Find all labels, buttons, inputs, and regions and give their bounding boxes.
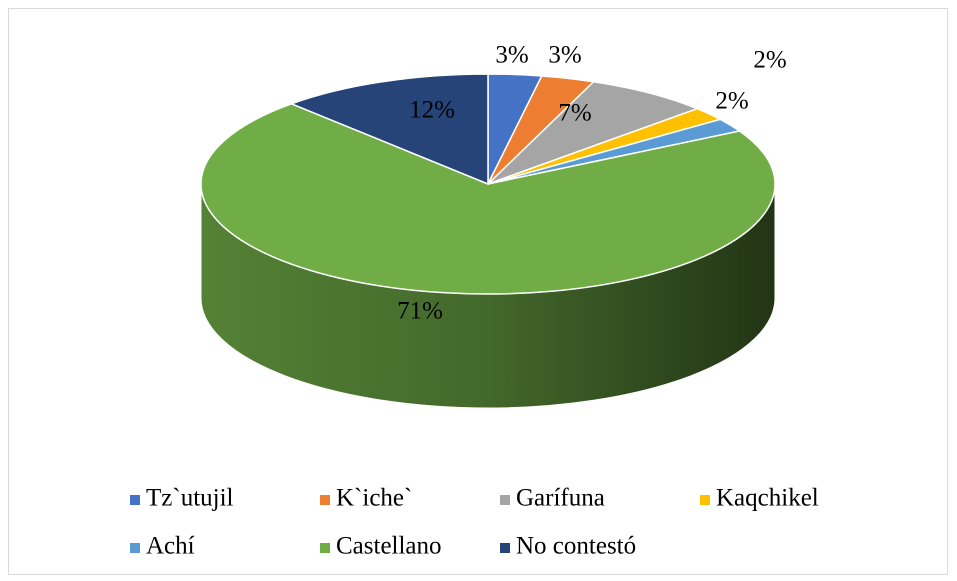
legend-label: Achí [146,533,195,560]
legend-label: No contestó [516,533,636,560]
legend-label: K`iche` [336,485,412,512]
legend-swatch [700,495,710,505]
pie-slice [200,103,776,295]
legend-label: Kaqchikel [716,485,819,512]
legend-label: Garífuna [516,485,605,512]
data-label: 12% [409,97,455,124]
pie-slice [289,73,489,186]
data-label: 71% [397,298,443,325]
legend-swatch [130,495,140,505]
legend-swatch [320,495,330,505]
data-label: 7% [558,100,591,127]
data-label: 2% [715,88,748,115]
legend-swatch [130,543,140,553]
legend-swatch [500,543,510,553]
pie-slice [487,80,700,185]
legend-swatch [320,543,330,553]
legend-label: Tz`utujil [146,485,234,512]
data-label: 3% [495,42,528,69]
legend-label: Castellano [336,533,442,560]
data-label: 2% [753,47,786,74]
data-label: 3% [548,42,581,69]
legend-swatch [500,495,510,505]
